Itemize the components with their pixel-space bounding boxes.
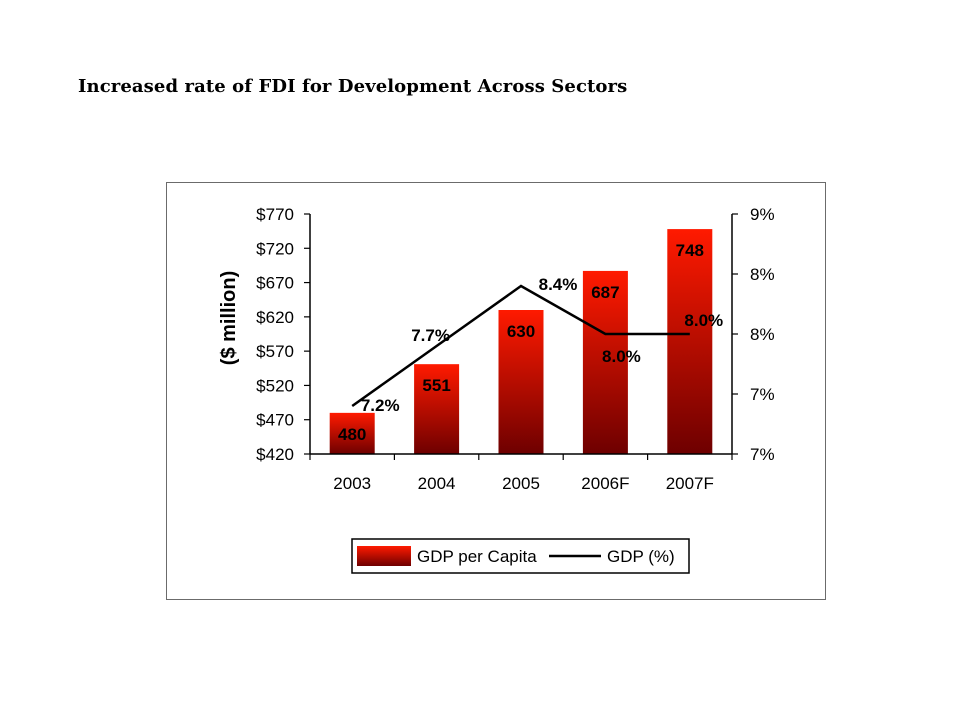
y-tick-label: $470	[256, 411, 294, 430]
bar-data-label: 480	[338, 425, 366, 444]
y-axis-title: ($ million)	[218, 271, 240, 365]
y2-tick-label: 7%	[750, 445, 775, 464]
line-data-label: 8.0%	[602, 347, 641, 366]
chart-frame: $770 $720 $670 $620 $570 $520 $470 $420 9% 8% 8% 7%…	[166, 182, 826, 600]
x-tick-label: 2007F	[666, 474, 714, 493]
bar	[498, 310, 544, 454]
y2-tick-label: 8%	[750, 325, 775, 344]
y2-tick-label: 9%	[750, 205, 775, 224]
x-tick-label: 2006F	[581, 474, 629, 493]
bar-data-label: 748	[676, 241, 704, 260]
legend-label-gdp-percent: GDP (%)	[607, 547, 675, 566]
bar-data-label: 687	[591, 283, 619, 302]
legend-label-gdp-per-capita: GDP per Capita	[417, 547, 537, 566]
x-tick-label: 2005	[502, 474, 540, 493]
y-tick-label: $420	[256, 445, 294, 464]
line-data-label: 7.7%	[411, 326, 450, 345]
bar	[667, 229, 713, 454]
gdp-percent-line	[351, 284, 690, 408]
bar	[329, 412, 375, 454]
page-title: Increased rate of FDI for Development Ac…	[78, 76, 628, 97]
bar-data-label: 551	[422, 376, 450, 395]
legend-swatch-gdp-per-capita	[357, 546, 411, 566]
y2-tick-label: 7%	[750, 385, 775, 404]
bar-data-label: 630	[507, 322, 535, 341]
legend: GDP per Capita GDP (%)	[351, 538, 690, 574]
y-tick-label: $520	[256, 376, 294, 395]
y-tick-label: $720	[256, 239, 294, 258]
bar	[414, 364, 460, 454]
gdp-chart: $770 $720 $670 $620 $570 $520 $470 $420 9% 8% 8% 7%…	[218, 205, 775, 574]
y2-tick-label: 8%	[750, 265, 775, 284]
y-tick-label: $770	[256, 205, 294, 224]
x-tick-label: 2004	[418, 474, 456, 493]
y-tick-label: $620	[256, 308, 294, 327]
line-data-label: 7.2%	[361, 396, 400, 415]
x-tick-label: 2003	[333, 474, 371, 493]
line-data-label: 8.4%	[539, 275, 578, 294]
y-tick-label: $570	[256, 342, 294, 361]
y-tick-label: $670	[256, 274, 294, 293]
line-data-label: 8.0%	[684, 311, 723, 330]
bar	[582, 270, 628, 454]
